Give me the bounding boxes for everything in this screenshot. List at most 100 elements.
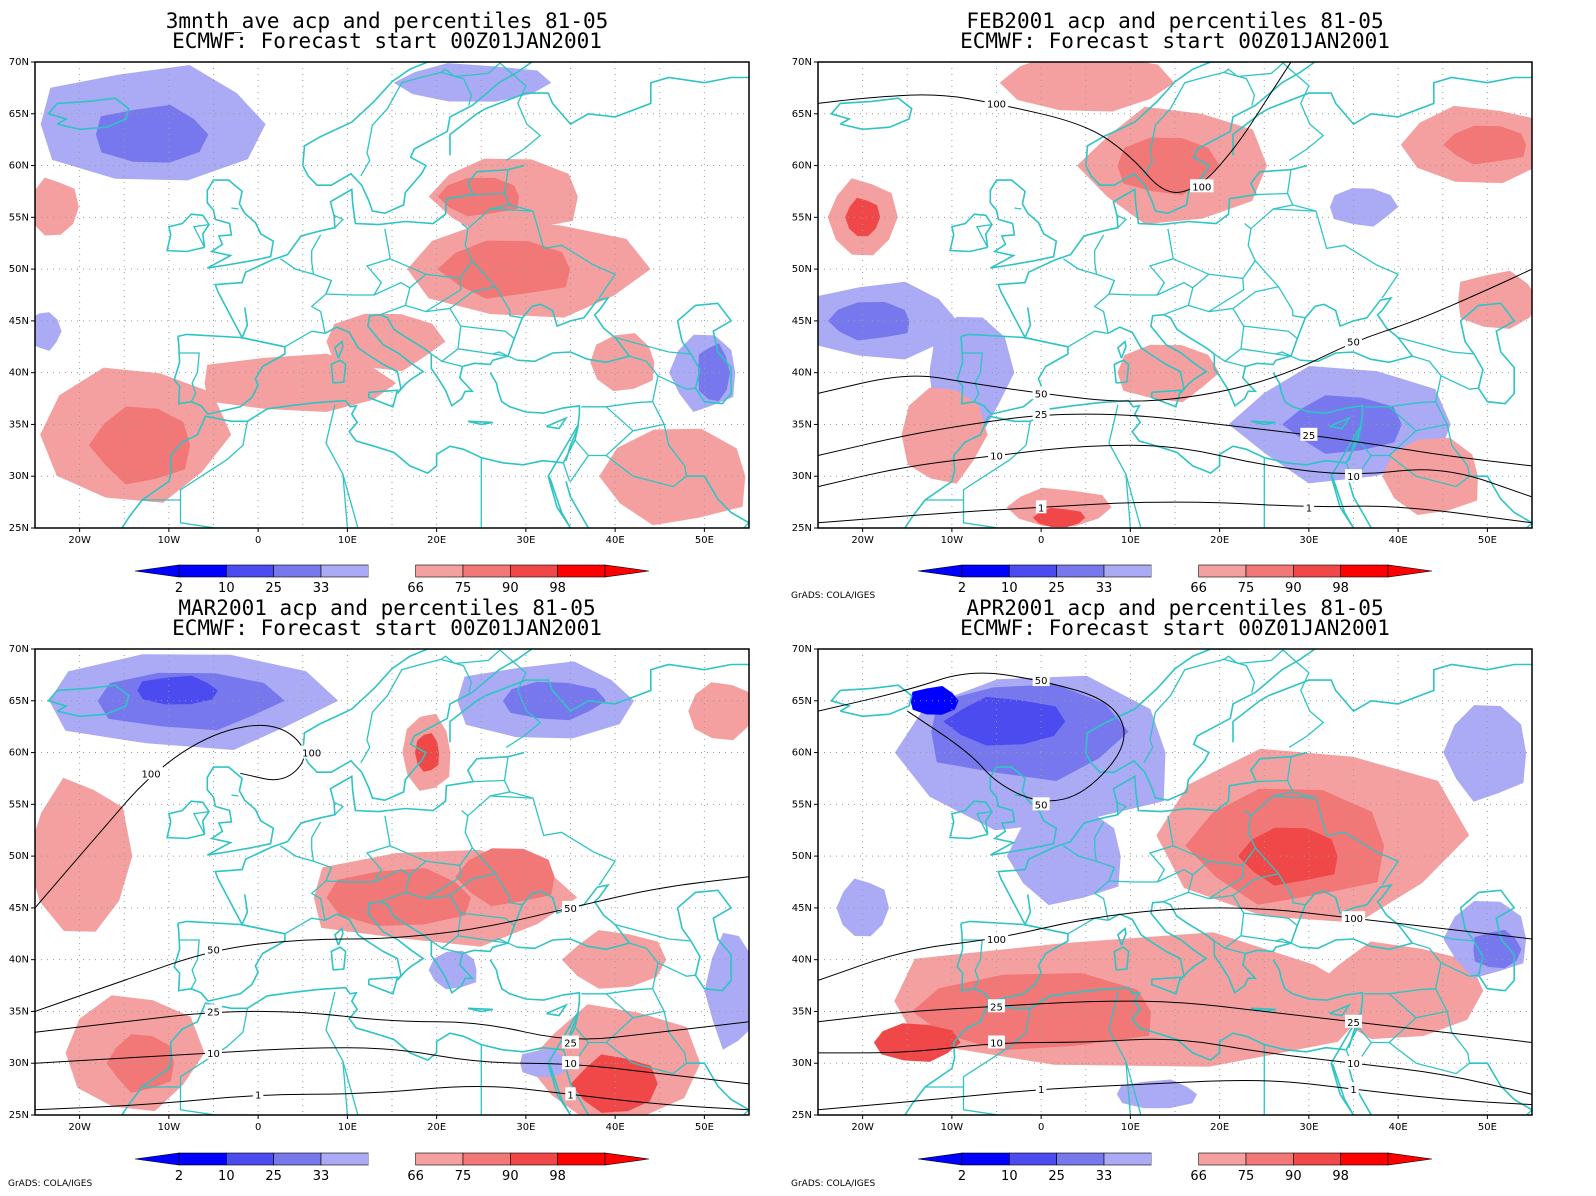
lon-tick-label: 20W [68, 535, 91, 546]
contour-label-bg [1303, 500, 1315, 514]
lon-tick-label: 20E [1210, 535, 1229, 546]
colorbar-swatch [1056, 1152, 1105, 1166]
percentile-region [1006, 487, 1112, 527]
coastline [1250, 1007, 1277, 1013]
map-frame [34, 61, 750, 529]
coastline [214, 751, 525, 927]
lon-tick-label: 40E [606, 535, 625, 546]
contour-label: 50 [1347, 338, 1360, 349]
lat-tick-label: 45N [9, 316, 29, 327]
country-border [961, 352, 983, 403]
colorbar-swatch [226, 1152, 274, 1166]
colorbar: 2 10 25 33 66 75 90 98 [917, 564, 1433, 596]
lat-tick-label: 55N [792, 212, 812, 223]
contour-label-bg [562, 1035, 579, 1049]
colorbar-swatch [1340, 1152, 1389, 1166]
country-border [1256, 192, 1288, 196]
grads-credit: GrADS: COLA/IGES [8, 1179, 92, 1189]
colorbar-label: 90 [1285, 1169, 1302, 1184]
lat-tick-label: 50N [792, 851, 812, 862]
country-border [441, 360, 463, 368]
lon-tick-label: 50E [1478, 1122, 1497, 1133]
colorbar-label: 10 [1001, 1169, 1018, 1184]
contour-label-bg [1345, 469, 1362, 483]
lat-tick-label: 40N [792, 368, 812, 379]
contour-label-bg [562, 900, 579, 914]
country-border [311, 821, 322, 862]
colorbar-swatch [415, 1152, 464, 1166]
colorbar-swatch [320, 1152, 369, 1166]
lon-tick-label: 0 [255, 1122, 261, 1133]
contour-label-bg [1032, 386, 1050, 400]
coastline [166, 213, 210, 253]
coastline [1116, 340, 1127, 359]
colorbar-label: 90 [1285, 581, 1302, 596]
colorbar-label: 10 [218, 581, 235, 596]
country-border [441, 947, 463, 955]
country-border [961, 939, 983, 990]
map-frame [34, 648, 750, 1116]
lat-tick-label: 35N [9, 419, 29, 430]
lat-tick-label: 30N [792, 471, 812, 482]
coastline [1299, 938, 1413, 951]
percentile-region [704, 932, 749, 1050]
colorbar-swatch [1103, 564, 1152, 578]
coastline [206, 179, 275, 269]
country-border [360, 71, 442, 177]
lon-tick-label: 30E [1299, 535, 1318, 546]
contour-label-bg [1032, 797, 1050, 811]
colorbar-swatch [1151, 1153, 1199, 1165]
colorbar-swatch [961, 564, 1010, 578]
country-border [562, 462, 571, 482]
lon-tick-label: 20W [851, 1122, 874, 1133]
contour-label-bg [988, 448, 1005, 462]
percentile-region [688, 682, 749, 741]
lat-tick-label: 35N [792, 419, 812, 430]
country-border [1415, 1010, 1448, 1019]
country-border [1188, 278, 1245, 313]
lat-tick-label: 40N [9, 368, 29, 379]
coastline [1329, 416, 1352, 430]
country-border [1024, 336, 1069, 348]
country-border [449, 285, 523, 319]
percentile-region [827, 302, 910, 341]
coastline [829, 684, 913, 718]
coastline [449, 76, 749, 156]
map-area: 50 50 100 100 25 25 10 10 1 1 [818, 649, 1532, 1115]
country-border [1415, 423, 1448, 432]
country-border [325, 991, 349, 1115]
contour-line [35, 1047, 749, 1085]
country-border [284, 330, 326, 348]
lon-tick-label: 50E [695, 535, 714, 546]
country-border [178, 352, 200, 403]
colorbar-label: 98 [549, 581, 566, 596]
country-border [241, 336, 286, 348]
contour-label-bg [1190, 179, 1214, 193]
lon-tick-label: 20E [1210, 1122, 1229, 1133]
contour-line [818, 1079, 1532, 1111]
map-panel: FEB2001 acp and percentiles 81-05ECMWF: … [791, 9, 1533, 601]
lat-tick-label: 35N [9, 1006, 29, 1017]
lat-tick-label: 25N [9, 523, 29, 534]
percentile-region [570, 1054, 658, 1113]
panel-subtitle: ECMWF: Forecast start 00Z01JAN2001 [172, 29, 602, 53]
coastline [1151, 389, 1182, 408]
panel-title: FEB2001 acp and percentiles 81-05 [966, 9, 1383, 33]
country-border [1143, 658, 1225, 764]
coastline [547, 423, 580, 528]
colorbar-swatch [961, 1152, 1010, 1166]
country-border [1292, 204, 1317, 212]
coastline [324, 313, 425, 394]
contour-label-bg [1348, 1082, 1359, 1096]
country-border [1024, 923, 1069, 935]
country-border [409, 860, 427, 876]
country-border [1014, 794, 1022, 797]
contour-label-bg [205, 942, 222, 956]
contour-line [818, 268, 1532, 402]
country-border [652, 401, 688, 477]
coastline [546, 416, 569, 430]
percentile-region [1238, 827, 1338, 886]
panel-subtitle: ECMWF: Forecast start 00Z01JAN2001 [960, 29, 1390, 53]
lat-tick-label: 70N [792, 644, 812, 655]
lon-tick-label: 10W [941, 535, 964, 546]
